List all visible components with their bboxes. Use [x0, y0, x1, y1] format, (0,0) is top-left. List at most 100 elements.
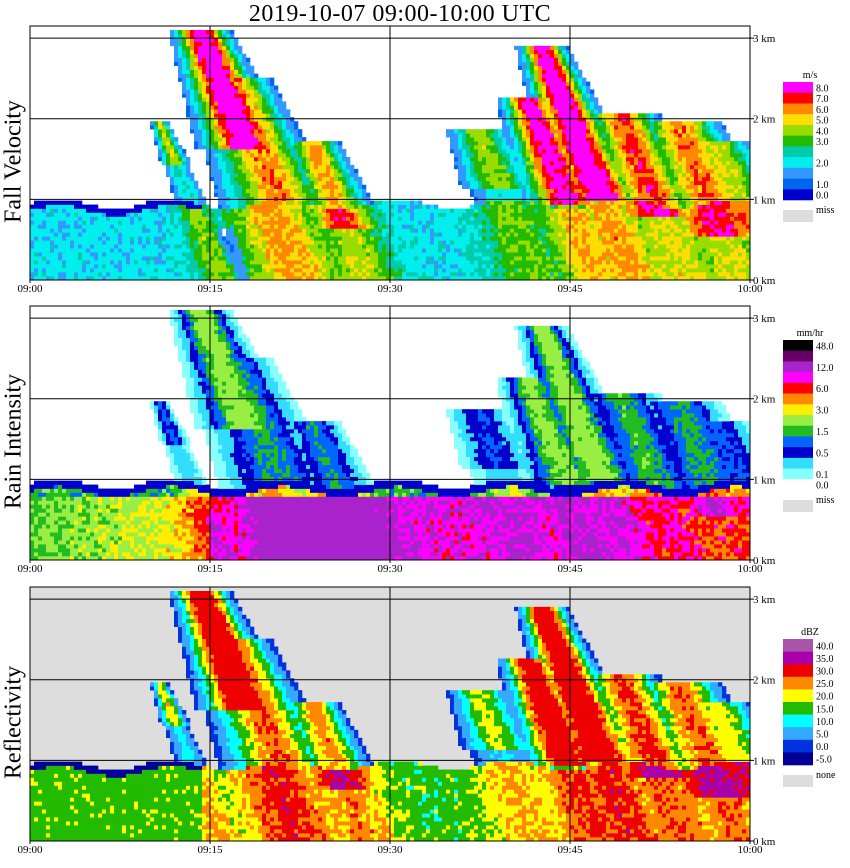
reflectivity-legend-swatch	[783, 702, 813, 715]
fall_velocity-legend-swatch	[783, 146, 813, 157]
rain_intensity-x-tick-label: 09:00	[17, 563, 43, 575]
fall_velocity-legend-swatch	[783, 189, 813, 200]
reflectivity-legend-swatch	[783, 664, 813, 677]
rain_intensity-legend-swatch	[783, 415, 813, 426]
reflectivity-legend-swatch	[783, 715, 813, 728]
rain_intensity-y-tick-label: 1 km	[753, 474, 776, 486]
rain_intensity-legend-label: 0.1	[816, 470, 829, 481]
reflectivity-legend-swatch	[783, 652, 813, 665]
reflectivity-legend-missing-swatch	[783, 775, 813, 787]
rain_intensity-legend-swatch	[783, 340, 813, 351]
fall_velocity-legend-label: 0.0	[816, 191, 829, 202]
rain_intensity-legend-label: 6.0	[816, 384, 829, 395]
fall_velocity-legend-unit: m/s	[803, 70, 818, 81]
fall_velocity-x-tick-label: 09:30	[377, 283, 403, 295]
rain_intensity-legend-swatch	[783, 426, 813, 437]
rain_intensity-legend-swatch	[783, 469, 813, 480]
rain_intensity-legend-swatch	[783, 383, 813, 394]
reflectivity-legend-label: 5.0	[816, 730, 829, 741]
fall_velocity-y-tick-label: 0 km	[753, 275, 776, 287]
reflectivity-x-tick-label: 09:30	[377, 844, 403, 856]
rain_intensity-x-tick-label: 09:30	[377, 563, 403, 575]
rain_intensity-x-tick-label: 09:15	[197, 563, 223, 575]
fall_velocity-legend-label: 8.0	[816, 83, 829, 94]
reflectivity-legend-label: 30.0	[816, 667, 834, 678]
fall_velocity-legend-label: 1.0	[816, 180, 829, 191]
reflectivity-y-tick-label: 2 km	[753, 675, 776, 687]
rain_intensity-legend-swatch	[783, 404, 813, 415]
fall_velocity-legend-missing-swatch	[783, 210, 813, 222]
rain_intensity-legend-label: 12.0	[816, 363, 834, 374]
fall_velocity-legend-label: 4.0	[816, 126, 829, 137]
reflectivity-x-tick-label: 09:15	[197, 844, 223, 856]
reflectivity-legend-swatch	[783, 677, 813, 690]
reflectivity-panel: 09:00 09:15 09:30 09:45 10:000 km1 km2 km3 k…	[17, 587, 836, 856]
fall_velocity-legend-swatch	[783, 168, 813, 179]
reflectivity-legend-swatch	[783, 689, 813, 702]
rain_intensity-legend-missing-swatch	[783, 500, 813, 512]
fall_velocity-legend-label: 2.0	[816, 158, 829, 169]
fall_velocity-legend-swatch	[783, 82, 813, 93]
reflectivity-legend-label: 25.0	[816, 679, 834, 690]
fall_velocity-legend-swatch	[783, 93, 813, 104]
rain_intensity-legend-label: 3.0	[816, 406, 829, 417]
rain_intensity-x-tick-label: 09:45	[557, 563, 583, 575]
rain_intensity-y-tick-label: 2 km	[753, 394, 776, 406]
reflectivity-legend-unit: dBZ	[801, 627, 819, 638]
reflectivity-legend-swatch	[783, 727, 813, 740]
rain_intensity-legend-unit: mm/hr	[797, 328, 824, 339]
fall_velocity-legend-swatch	[783, 125, 813, 136]
fall_velocity-legend-swatch	[783, 114, 813, 125]
reflectivity-legend-label: 0.0	[816, 742, 829, 753]
rain_intensity-legend-swatch	[783, 394, 813, 405]
fall_velocity-x-tick-label: 09:15	[197, 283, 223, 295]
rain_intensity-legend-label: 0.5	[816, 449, 829, 460]
reflectivity-legend-swatch	[783, 639, 813, 652]
rain_intensity-legend-swatch	[783, 458, 813, 469]
reflectivity-legend-missing-label: none	[816, 770, 836, 781]
rain_intensity-y-tick-label: 3 km	[753, 313, 776, 325]
rain_intensity-legend-missing-label: miss	[816, 495, 834, 506]
fall_velocity-legend-label: 6.0	[816, 105, 829, 116]
reflectivity-legend-label: 15.0	[816, 704, 834, 715]
rain_intensity-legend-swatch	[783, 479, 813, 490]
reflectivity-x-tick-label: 09:45	[557, 844, 583, 856]
reflectivity-legend: dBZ 40.0 35.0 30.025.0 20.015.0 10.0 5.00.0 -5.…	[783, 627, 836, 787]
rain_intensity-legend-swatch	[783, 372, 813, 383]
rain_intensity-legend-label: 0.0	[816, 481, 829, 492]
fall_velocity-legend-label: 7.0	[816, 94, 829, 105]
reflectivity-legend-label: -5.0	[816, 755, 832, 766]
reflectivity-legend-label: 35.0	[816, 654, 834, 665]
reflectivity-y-tick-label: 3 km	[753, 594, 776, 606]
reflectivity-legend-label: 20.0	[816, 692, 834, 703]
fall_velocity-x-tick-label: 09:00	[17, 283, 43, 295]
fall_velocity-y-tick-label: 3 km	[753, 33, 776, 45]
fall_velocity-legend-swatch	[783, 157, 813, 168]
reflectivity-legend-swatch	[783, 740, 813, 753]
reflectivity-y-tick-label: 1 km	[753, 755, 776, 767]
fall_velocity-panel: 09:00 09:15 09:30 09:45 10:000 km1 km2 km3 k…	[17, 26, 834, 295]
reflectivity-y-tick-label: 0 km	[753, 836, 776, 848]
fall_velocity-y-tick-label: 1 km	[753, 194, 776, 206]
fall_velocity-legend-swatch	[783, 179, 813, 190]
reflectivity-legend-label: 40.0	[816, 641, 834, 652]
fall_velocity-x-tick-label: 09:45	[557, 283, 583, 295]
rain_intensity-legend-label: 48.0	[816, 341, 834, 352]
rain_intensity-legend-swatch	[783, 351, 813, 362]
reflectivity-legend-label: 10.0	[816, 717, 834, 728]
fall_velocity-legend-missing-label: miss	[816, 205, 834, 216]
rain_intensity-legend-swatch	[783, 447, 813, 458]
rain_intensity-panel: 09:00 09:15 09:30 09:45 10:000 km1 km2 km3 k…	[17, 306, 834, 575]
reflectivity-legend-swatch	[783, 752, 813, 765]
fall_velocity-y-tick-label: 2 km	[753, 114, 776, 126]
rain_intensity-legend-swatch	[783, 436, 813, 447]
fall_velocity-legend-swatch	[783, 103, 813, 114]
reflectivity-x-tick-label: 09:00	[17, 844, 43, 856]
fall_velocity-legend-swatch	[783, 136, 813, 147]
rain_intensity-legend-swatch	[783, 361, 813, 372]
rain_intensity-y-tick-label: 0 km	[753, 555, 776, 567]
fall_velocity-legend-label: 5.0	[816, 116, 829, 127]
